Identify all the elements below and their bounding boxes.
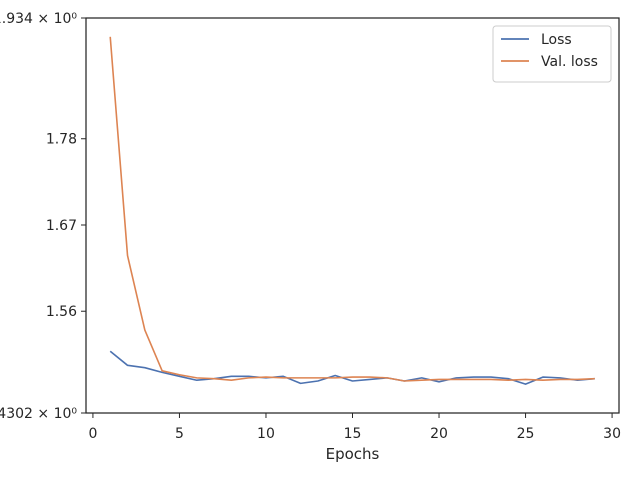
x-tick-label: 5 <box>175 426 184 442</box>
series-layer <box>109 36 595 385</box>
y-tick-label: 1.78 <box>46 132 77 148</box>
y-tick-label: 1.4302 × 10⁰ <box>0 406 77 422</box>
x-tick-label: 30 <box>603 426 621 442</box>
x-tick-label: 15 <box>344 426 362 442</box>
x-tick-label: 25 <box>517 426 535 442</box>
x-axis-title: Epochs <box>326 445 380 463</box>
legend-label: Val. loss <box>541 54 598 70</box>
legend-box <box>492 25 612 83</box>
x-tick-label: 0 <box>88 426 97 442</box>
legend-label: Loss <box>541 32 572 48</box>
x-tick-label: 10 <box>257 426 275 442</box>
x-axis: 0 5 10 15 20 25 30 <box>88 413 621 442</box>
x-tick-label: 20 <box>430 426 448 442</box>
series-line-1 <box>109 36 595 382</box>
y-tick-label: 1.67 <box>46 218 77 234</box>
y-tick-label: 1.934 × 10⁰ <box>0 11 77 27</box>
y-axis: 1.4302 × 10⁰ 1.56 1.67 1.78 1.934 × 10⁰ <box>0 11 86 422</box>
legend: Loss Val. loss <box>492 25 612 83</box>
y-tick-label: 1.56 <box>46 304 77 320</box>
